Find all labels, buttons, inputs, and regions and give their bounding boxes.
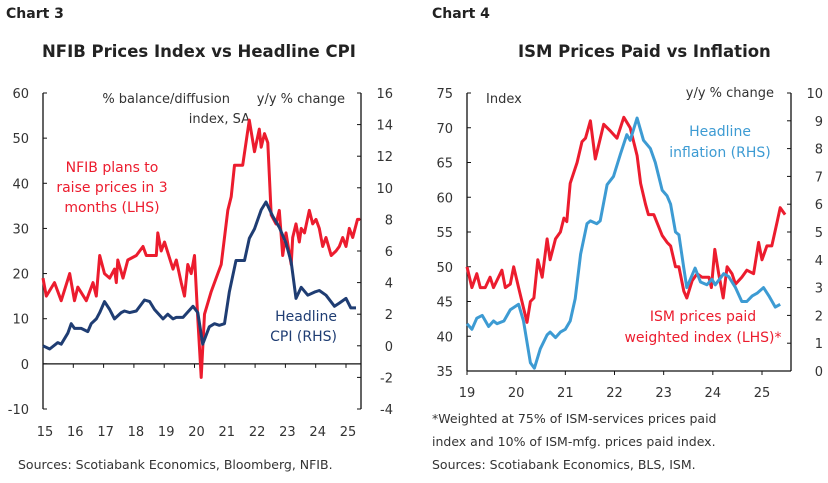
chart3-series-label: CPI (RHS): [270, 329, 337, 345]
chart4-right-tick-label: 8: [815, 143, 823, 158]
chart3-series-line-lhs: [41, 118, 361, 379]
chart3-right-tick-label: 12: [376, 150, 393, 165]
chart3-x-tick-label: 21: [219, 425, 236, 440]
chart4-left-tick-label: 65: [436, 157, 453, 172]
chart4-x-tick-label: 22: [606, 386, 623, 401]
chart3-series-label: months (LHS): [64, 200, 159, 216]
chart4-series-line-lhs: [465, 115, 787, 324]
chart4-left-axis-title: Index: [486, 92, 522, 107]
chart4-right-tick-label: 0: [815, 365, 823, 380]
chart3-left-tick-label: 10: [12, 313, 29, 328]
chart4-right-tick-label: 1: [815, 337, 823, 352]
chart3-right-tick-label: -2: [380, 371, 393, 386]
chart3-right-tick-label: 14: [376, 119, 393, 134]
chart4-right-tick-label: 3: [815, 282, 823, 297]
chart3-x-tick-label: 25: [340, 425, 357, 440]
chart4-left-tick-label: 50: [436, 261, 453, 276]
chart4-right-tick-label: 10: [806, 87, 823, 102]
chart3-right-tick-label: 2: [385, 308, 393, 323]
chart3-left-tick-label: 30: [12, 222, 29, 237]
chart4-x-tick-label: 24: [705, 386, 722, 401]
chart3-x-tick-label: 23: [279, 425, 296, 440]
chart4-footnote-line2: index and 10% of ISM-mfg. prices paid in…: [432, 434, 716, 449]
chart3-left-tick-label: 0: [21, 358, 29, 373]
chart3-left-tick-label: 50: [12, 132, 29, 147]
chart3-right-axis-title: y/y % change: [257, 92, 345, 107]
chart3-series-label: raise prices in 3: [56, 180, 167, 196]
chart3-left-tick-label: -10: [8, 403, 29, 418]
chart3-right-tick-label: 4: [385, 277, 393, 292]
chart4-left-tick-label: 45: [436, 296, 453, 311]
chart4-footnote-line1: *Weighted at 75% of ISM-services prices …: [432, 411, 717, 426]
chart4-right-tick-label: 6: [815, 198, 823, 213]
chart4-x-tick-label: 25: [754, 386, 771, 401]
chart3-right-tick-label: -4: [380, 403, 393, 418]
chart3-series-label: Headline: [275, 309, 337, 325]
chart4-left-tick-label: 35: [436, 365, 453, 380]
chart4-right-tick-label: 2: [815, 309, 823, 324]
chart4-sources: Sources: Scotiabank Economics, BLS, ISM.: [432, 457, 696, 472]
chart4-right-tick-label: 9: [815, 115, 823, 130]
chart4-title: ISM Prices Paid vs Inflation: [518, 42, 771, 61]
chart3-right-tick-label: 10: [376, 182, 393, 197]
chart4-x-tick-label: 23: [655, 386, 672, 401]
chart4-x-tick-label: 20: [508, 386, 525, 401]
chart4-right-axis-title: y/y % change: [686, 86, 774, 101]
chart4-left-tick-label: 40: [436, 330, 453, 345]
chart3-x-tick-label: 16: [67, 425, 84, 440]
chart4-series-label: weighted index (LHS)*: [624, 330, 781, 346]
chart4-series-line-rhs: [465, 116, 781, 370]
chart4-series-label: ISM prices paid: [650, 309, 756, 325]
chart4-left-tick-label: 60: [436, 191, 453, 206]
chart3-series-label: NFIB plans to: [66, 160, 159, 176]
chart3-left-tick-label: 60: [12, 87, 29, 102]
chart3-x-tick-label: 17: [97, 425, 114, 440]
chart3-right-tick-label: 16: [376, 87, 393, 102]
chart3-x-tick-label: 24: [309, 425, 326, 440]
chart3-right-tick-label: 0: [385, 340, 393, 355]
chart3-left-axis-title: % balance/diffusion: [102, 92, 230, 107]
chart4-right-tick-label: 5: [815, 226, 823, 241]
chart3-x-tick-label: 15: [37, 425, 54, 440]
chart3-sources: Sources: Scotiabank Economics, Bloomberg…: [18, 457, 333, 472]
chart4-series-label: inflation (RHS): [669, 145, 771, 161]
chart3-left-axis-title: index, SA: [189, 112, 250, 127]
chart3-label: Chart 3: [6, 6, 64, 22]
chart3-left-tick-label: 40: [12, 177, 29, 192]
chart4-x-tick-label: 21: [557, 386, 574, 401]
chart4-left-tick-label: 75: [436, 87, 453, 102]
chart3-x-tick-label: 18: [128, 425, 145, 440]
chart4-right-tick-label: 4: [815, 254, 823, 269]
chart3-right-tick-label: 6: [385, 245, 393, 260]
chart3-title: NFIB Prices Index vs Headline CPI: [42, 42, 356, 61]
chart3-x-tick-label: 19: [158, 425, 175, 440]
chart3-series-line-rhs: [42, 200, 356, 351]
chart4-left-tick-label: 55: [436, 226, 453, 241]
chart4-left-tick-label: 70: [436, 122, 453, 137]
chart4-right-tick-label: 7: [815, 170, 823, 185]
chart3-left-tick-label: 20: [12, 268, 29, 283]
chart4-series-label: Headline: [689, 124, 751, 140]
chart4-x-tick-label: 19: [459, 386, 476, 401]
chart3-right-tick-label: 8: [385, 213, 393, 228]
chart3-x-tick-label: 22: [249, 425, 266, 440]
chart3-x-tick-label: 20: [188, 425, 205, 440]
chart4-label: Chart 4: [432, 6, 490, 22]
